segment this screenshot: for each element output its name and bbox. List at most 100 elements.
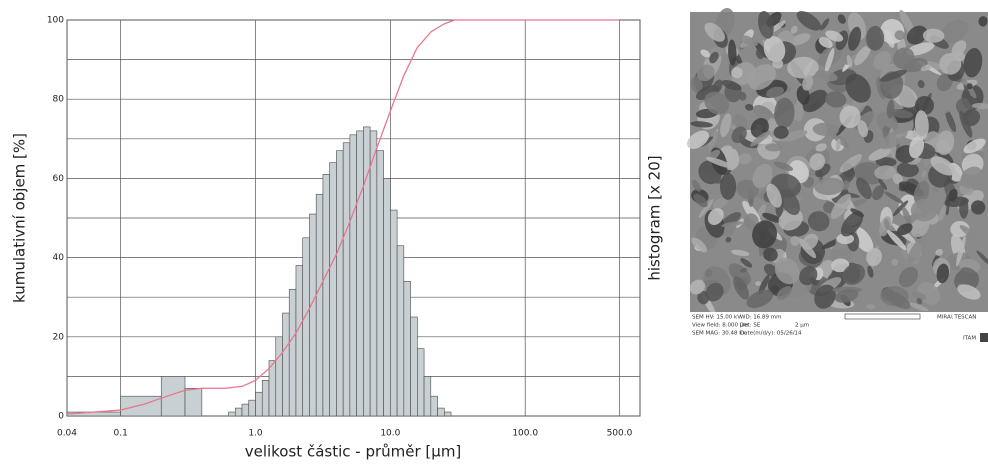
sem-grain	[866, 304, 876, 310]
histogram-bar	[396, 245, 405, 417]
sem-grain	[927, 97, 952, 114]
histogram-bar	[234, 407, 243, 417]
histogram-bar	[248, 399, 256, 417]
sem-grain	[693, 193, 708, 208]
sem-grain	[970, 200, 986, 215]
sem-grain	[752, 220, 777, 249]
sem-grain	[787, 56, 819, 79]
sem-grain	[758, 274, 770, 295]
histogram-bar	[376, 150, 384, 417]
sem-grain	[896, 223, 913, 236]
histogram-bar	[268, 360, 277, 417]
y2-axis-label: histogram [x 20]	[646, 155, 664, 280]
histogram-bar	[315, 193, 324, 417]
sem-grain	[910, 217, 930, 238]
sem-grain	[884, 218, 890, 231]
sem-grain	[950, 220, 970, 238]
sem-grain	[766, 183, 782, 208]
sem-grain	[892, 200, 909, 217]
sem-grain	[873, 51, 892, 70]
x-tick-label: 10.0	[380, 429, 400, 439]
sem-grain	[692, 179, 702, 192]
sem-grain	[752, 163, 773, 189]
sem-caption: View field: 8.000 µm	[692, 323, 749, 329]
sem-grain	[809, 153, 826, 171]
sem-grain	[892, 173, 903, 185]
sem-grain	[834, 288, 859, 303]
histogram-bar	[336, 150, 344, 417]
histogram-bar	[228, 411, 236, 417]
sem-grain	[745, 103, 754, 111]
sem-grain	[872, 185, 885, 201]
sem-grain	[689, 279, 706, 295]
sem-grain	[909, 302, 929, 312]
sem-grain	[700, 49, 711, 58]
sem-grain	[866, 25, 885, 51]
sem-grain	[740, 267, 748, 273]
sem-grain	[696, 64, 715, 82]
sem-grain	[916, 297, 923, 305]
histogram-bar	[430, 395, 438, 417]
sem-grain	[772, 58, 784, 69]
x-tick-label: 500.0	[607, 429, 633, 439]
lab: ITAM	[963, 336, 976, 342]
histogram-bar	[160, 376, 186, 417]
sem-grain	[719, 173, 737, 200]
sem-grain	[818, 37, 833, 48]
sem-caption: SEM HV: 15.00 kV	[692, 315, 741, 321]
histogram-bar	[444, 411, 452, 417]
sem-grain	[690, 121, 713, 128]
sem-grain	[922, 28, 945, 43]
sem-grain	[691, 237, 708, 253]
histogram-bar	[322, 174, 330, 417]
sem-grain	[815, 143, 827, 152]
sem-grain	[746, 289, 774, 309]
sem-grain	[814, 284, 836, 309]
sem-grain	[884, 191, 904, 204]
sem-grain	[893, 47, 915, 70]
sem-grain	[704, 91, 730, 115]
brand: MIRA\ TESCAN	[937, 315, 976, 321]
sem-grain	[966, 83, 973, 90]
sem-grain	[913, 180, 930, 205]
sem-grain	[738, 153, 752, 165]
sem-grain	[963, 47, 983, 78]
sem-grain	[921, 170, 927, 178]
sem-caption: SEM MAG: 30.48 kx	[692, 331, 746, 337]
sem-grain	[835, 138, 841, 152]
sem-grain	[738, 35, 759, 47]
x-axis-label: velikost částic - průměr [µm]	[245, 443, 462, 461]
histogram-bar	[390, 209, 398, 417]
sem-grain	[891, 258, 899, 266]
sem-grain	[721, 221, 743, 228]
sem-grain	[705, 156, 733, 168]
sem-grain	[762, 212, 782, 223]
sem-grain	[687, 130, 710, 149]
sem-grain	[720, 113, 732, 138]
sem-grain	[790, 25, 798, 34]
sem-grain	[840, 211, 864, 237]
sem-grain	[932, 187, 939, 193]
sem-grain	[790, 235, 800, 246]
cumulative-line	[66, 19, 620, 415]
sem-grain	[856, 177, 872, 200]
sem-grain	[802, 233, 819, 250]
histogram-bar	[302, 237, 310, 417]
sem-grain	[894, 30, 905, 41]
x-tick-label: 1.0	[248, 429, 263, 439]
sem-grain	[824, 47, 835, 74]
sem-grain	[712, 197, 728, 209]
sem-grain	[837, 14, 846, 24]
sem-grain	[959, 197, 969, 219]
sem-grain	[830, 193, 852, 219]
sem-grain	[731, 126, 747, 144]
sem-grain	[902, 206, 912, 226]
sem-grain	[825, 30, 844, 42]
histogram-bar	[349, 134, 357, 417]
sem-grain	[909, 136, 925, 159]
sem-grain	[951, 40, 967, 57]
y-tick-label: 20	[53, 332, 65, 342]
sem-grain	[690, 76, 703, 94]
sem-grain	[744, 213, 759, 230]
